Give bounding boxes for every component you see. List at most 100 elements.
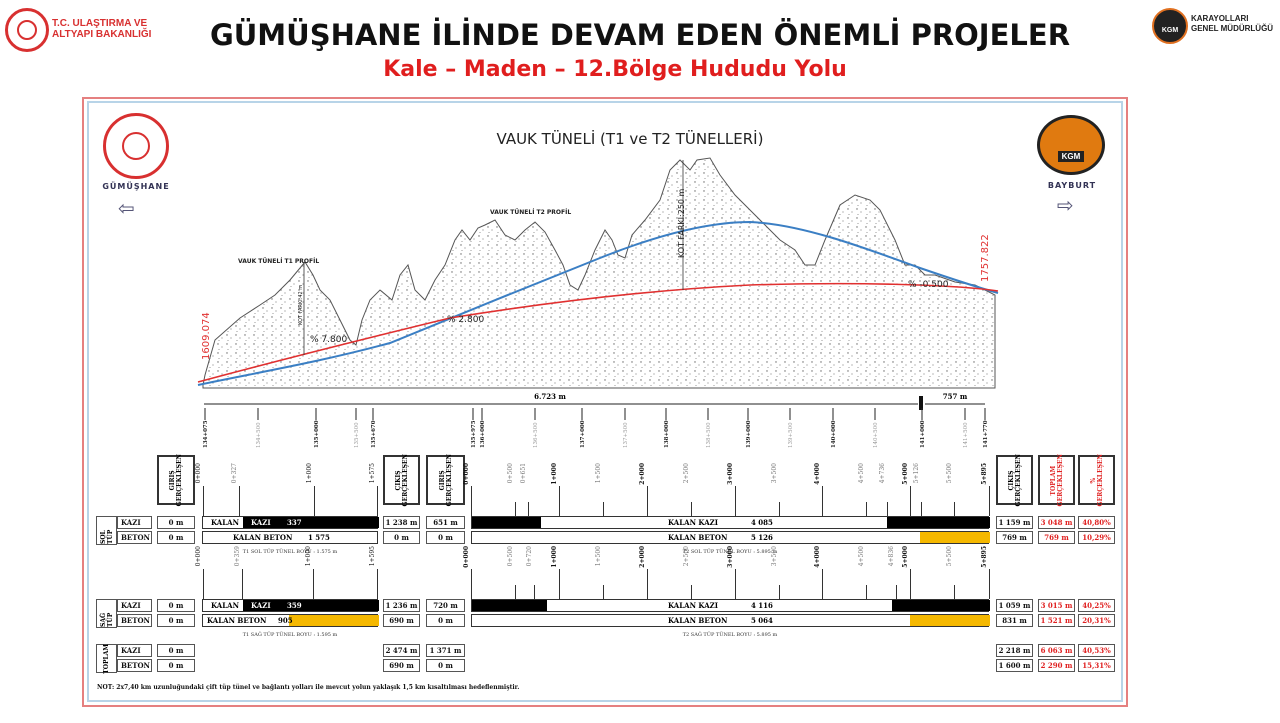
excavated-segment	[472, 517, 541, 528]
ministry-name: T.C. ULAŞTIRMA VE ALTYAPI BAKANLIĞI	[52, 18, 151, 40]
t2-tick	[514, 502, 516, 516]
chainage-label: 136+000	[480, 420, 486, 448]
remaining-value: 5 126	[751, 533, 773, 542]
t1-tick-label: 1+000	[304, 546, 312, 567]
t1-tick-label: 1+000	[306, 463, 314, 484]
t2-tick	[558, 569, 560, 599]
chainage-label: 140+000	[831, 420, 837, 448]
remaining-label: KALAN KAZI	[668, 518, 719, 527]
t2-tick-label: 2+000	[638, 463, 646, 485]
excavated-value: 337	[287, 518, 302, 527]
page-subtitle: Kale – Maden – 12.Bölge Hududu Yolu	[383, 57, 847, 82]
t2-tick	[646, 569, 648, 599]
chainage-label: 135+000	[314, 420, 320, 448]
t1-giris-value: 0 m	[157, 531, 195, 544]
excavated-segment	[243, 600, 379, 611]
t1-tick	[242, 569, 244, 599]
remaining-label: KALAN BETON	[668, 616, 728, 625]
t1-cikis-value: 1 238 m	[383, 516, 420, 529]
header-t2-giris-text: GİRİŞ GERÇEKLEŞEN	[438, 453, 453, 507]
t2-cikis-value: 769 m	[996, 531, 1033, 544]
group-label: SOL TÜP	[96, 516, 117, 545]
t2-tick-label: 4+736	[879, 463, 887, 484]
t2-beton-progress-bar: KALAN BETON 5 126	[471, 531, 990, 544]
t2-tick	[690, 585, 692, 599]
t1-giris-value: 0 m	[157, 659, 195, 672]
t2-tick-label: 2+500	[682, 463, 690, 484]
t2-tick	[910, 486, 912, 516]
t2-tick-label: 1+000	[550, 463, 558, 485]
t2-tick-label: 5+000	[902, 546, 910, 568]
t1-tick-label: 1+595	[369, 546, 376, 567]
remaining-label: KALAN	[211, 518, 239, 527]
yuzde-value: 15,31%	[1078, 659, 1115, 672]
group-label-text: SAĞ TÜP	[99, 612, 114, 627]
t2-kazi-progress-bar: KALAN KAZI 4 116	[471, 599, 990, 612]
toplam-value: 3 048 m	[1038, 516, 1075, 529]
t1-cikis-value: 690 m	[383, 659, 420, 672]
t1-tick-label: 0+000	[195, 463, 202, 484]
chainage-label: 136+500	[533, 422, 539, 448]
length-end: 757 m	[943, 392, 968, 401]
header-t1-giris: GİRİŞ GERÇEKLEŞEN	[157, 454, 195, 506]
profile-title: VAUK TÜNELİ (T1 ve T2 TÜNELLERİ)	[497, 129, 764, 148]
chainage-label: 141+770	[983, 420, 989, 448]
right-city: BAYBURT	[1047, 181, 1097, 190]
t1-tick	[203, 486, 204, 516]
toplam-value: 769 m	[1038, 531, 1075, 544]
chainage-label: 134+075	[203, 420, 209, 448]
t2-caption: T2 SOL TÜP TÜNEL BOYU : 5.895 m	[682, 549, 778, 555]
t1-beton-progress-bar: KALAN BETON 905	[202, 614, 379, 627]
chainage-label: 141+000	[920, 420, 926, 448]
t1-kazi-progress-bar: KALAN KAZI 359	[202, 599, 379, 612]
t2-cikis-value: 1 159 m	[996, 516, 1033, 529]
excavated-segment	[243, 517, 379, 528]
yuzde-value: 40,80%	[1078, 516, 1115, 529]
excavated-value: 359	[287, 601, 302, 610]
remaining-value: 905	[278, 616, 293, 625]
slope-1: % 7.800	[310, 335, 347, 345]
t2-kazi-progress-bar: KALAN KAZI 4 085	[471, 516, 990, 529]
t2-cikis-value: 1 059 m	[996, 599, 1033, 612]
excavated-segment	[892, 600, 990, 611]
t1-cikis-value: 1 236 m	[383, 599, 420, 612]
t1-giris-value: 0 m	[157, 516, 195, 529]
mountain-terrain	[202, 157, 996, 389]
t2-tick-label: 3+000	[726, 546, 734, 568]
t2-tick-label: 1+000	[550, 546, 558, 568]
ministry-logo	[5, 8, 49, 52]
row-label: BETON	[117, 531, 152, 544]
t2-tick	[887, 502, 889, 516]
chainage-label: 134+500	[256, 422, 262, 448]
t1-tick-label: 0+359	[234, 546, 242, 567]
gumushane-logo	[103, 113, 169, 179]
t2-tick	[734, 486, 736, 516]
t2-tick	[989, 486, 990, 516]
project-frame-inner	[87, 101, 1123, 702]
remaining-label: KALAN BETON	[233, 533, 293, 542]
left-city: GÜMÜŞHANE	[102, 182, 170, 191]
chainage-ruler: 134+075 134+500 135+000 135+500 135+670 135+9…	[203, 408, 989, 448]
row-label: KAZI	[117, 644, 152, 657]
t2-tick	[602, 585, 604, 599]
chainage-label: 140+500	[873, 422, 879, 448]
t2-tick-label: 4+500	[858, 463, 866, 484]
t2-tick	[528, 502, 530, 516]
row-label: KAZI	[117, 599, 152, 612]
t2-tick	[778, 585, 780, 599]
chainage-label: 139+500	[788, 422, 794, 448]
slope-2: % 2.800	[447, 315, 484, 325]
yuzde-value: 10,29%	[1078, 531, 1115, 544]
t2-giris-value: 651 m	[426, 516, 465, 529]
t2-cikis-value: 831 m	[996, 614, 1033, 627]
existing-road-line	[197, 220, 999, 386]
yuzde-value: 20,31%	[1078, 614, 1115, 627]
t2-tick-label: 5+895	[981, 546, 988, 568]
toplam-value: 1 521 m	[1038, 614, 1075, 627]
t2-tick-label: 1+500	[594, 546, 602, 567]
t2-giris-value: 0 m	[426, 659, 465, 672]
t2-tick-label: 5+500	[946, 546, 954, 567]
header-t2-cikis-text: ÇIKIŞ GERÇEKLEŞEN	[1007, 453, 1022, 507]
yuzde-value: 40,25%	[1078, 599, 1115, 612]
t2-tick-label: 5+126	[913, 463, 921, 484]
